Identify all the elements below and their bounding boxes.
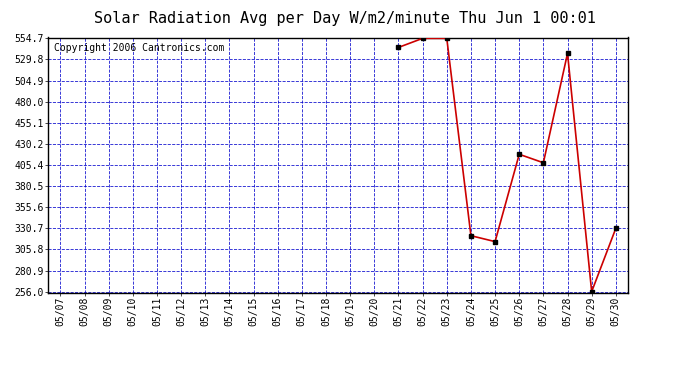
Text: Solar Radiation Avg per Day W/m2/minute Thu Jun 1 00:01: Solar Radiation Avg per Day W/m2/minute … [94, 11, 596, 26]
Text: Copyright 2006 Cantronics.com: Copyright 2006 Cantronics.com [54, 43, 224, 52]
